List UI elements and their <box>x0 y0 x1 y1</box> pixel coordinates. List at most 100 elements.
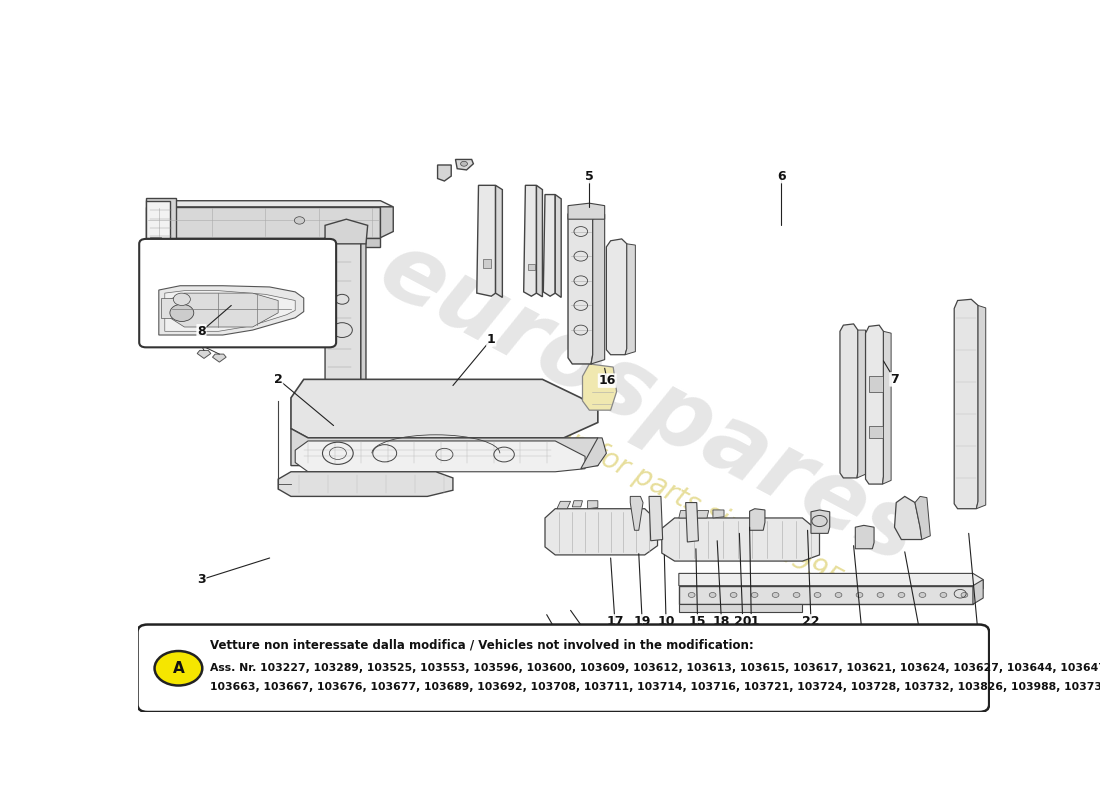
Circle shape <box>793 593 800 598</box>
Polygon shape <box>954 299 978 509</box>
Polygon shape <box>649 496 662 541</box>
Polygon shape <box>146 201 394 207</box>
Text: A: A <box>173 661 185 676</box>
Polygon shape <box>568 207 593 364</box>
FancyBboxPatch shape <box>138 625 989 712</box>
Polygon shape <box>749 509 764 530</box>
Circle shape <box>169 304 194 322</box>
Polygon shape <box>591 214 605 364</box>
Polygon shape <box>811 510 829 534</box>
Text: passion for parts since 1995: passion for parts since 1995 <box>485 386 847 595</box>
Bar <box>483 259 492 269</box>
Circle shape <box>710 593 716 598</box>
Text: 5: 5 <box>585 170 594 182</box>
Text: 17: 17 <box>606 615 624 628</box>
Polygon shape <box>165 290 295 331</box>
Polygon shape <box>556 194 561 298</box>
Polygon shape <box>290 429 598 466</box>
Polygon shape <box>866 325 883 484</box>
Polygon shape <box>587 501 598 509</box>
Polygon shape <box>696 510 708 518</box>
Polygon shape <box>583 364 617 410</box>
Polygon shape <box>713 510 724 518</box>
Polygon shape <box>857 330 866 478</box>
Polygon shape <box>537 186 542 297</box>
Polygon shape <box>625 244 636 354</box>
Circle shape <box>898 593 905 598</box>
Text: 7: 7 <box>890 373 899 386</box>
Circle shape <box>940 593 947 598</box>
Polygon shape <box>455 159 473 170</box>
FancyBboxPatch shape <box>140 239 337 347</box>
Circle shape <box>835 593 842 598</box>
Text: 21: 21 <box>551 630 569 643</box>
Text: 11: 11 <box>742 615 760 628</box>
Text: Ass. Nr. 103227, 103289, 103525, 103553, 103596, 103600, 103609, 103612, 103613,: Ass. Nr. 103227, 103289, 103525, 103553,… <box>210 662 1100 673</box>
Text: 19: 19 <box>634 615 651 628</box>
Polygon shape <box>351 238 366 407</box>
Polygon shape <box>915 496 931 539</box>
Polygon shape <box>568 203 605 219</box>
Polygon shape <box>630 496 644 530</box>
Text: 22: 22 <box>802 615 820 628</box>
Polygon shape <box>278 472 453 496</box>
Circle shape <box>961 593 968 598</box>
Polygon shape <box>326 231 361 407</box>
Polygon shape <box>290 379 598 438</box>
Polygon shape <box>162 298 185 318</box>
Polygon shape <box>381 207 394 238</box>
Polygon shape <box>326 219 367 244</box>
Circle shape <box>174 293 190 306</box>
Polygon shape <box>972 579 983 604</box>
Polygon shape <box>169 293 278 327</box>
Polygon shape <box>326 386 504 392</box>
Text: 3: 3 <box>197 573 206 586</box>
Polygon shape <box>894 496 922 539</box>
Circle shape <box>877 593 884 598</box>
Bar <box>528 263 535 270</box>
Polygon shape <box>197 350 211 358</box>
Text: 10: 10 <box>658 615 674 628</box>
Circle shape <box>689 593 695 598</box>
Text: 15: 15 <box>689 615 706 628</box>
Polygon shape <box>679 574 983 589</box>
Polygon shape <box>212 354 227 362</box>
Polygon shape <box>679 604 803 612</box>
Circle shape <box>856 593 862 598</box>
Polygon shape <box>524 186 537 296</box>
Polygon shape <box>158 286 304 335</box>
Polygon shape <box>438 165 451 181</box>
Circle shape <box>772 593 779 598</box>
Text: 13: 13 <box>456 682 474 695</box>
Polygon shape <box>856 526 875 549</box>
Text: 14: 14 <box>915 645 933 658</box>
Text: 20: 20 <box>734 615 751 628</box>
Text: 12: 12 <box>971 645 989 658</box>
Polygon shape <box>840 324 858 478</box>
Polygon shape <box>977 306 986 509</box>
Text: Vetture non interessate dalla modifica / Vehicles not involved in the modificati: Vetture non interessate dalla modifica /… <box>210 639 754 652</box>
Text: 6: 6 <box>777 170 785 182</box>
Polygon shape <box>146 198 176 247</box>
Text: 1: 1 <box>487 333 496 346</box>
Circle shape <box>918 593 926 598</box>
Text: 4: 4 <box>485 669 494 682</box>
Text: 103663, 103667, 103676, 103677, 103689, 103692, 103708, 103711, 103714, 103716, : 103663, 103667, 103676, 103677, 103689, … <box>210 682 1100 692</box>
Polygon shape <box>146 238 381 247</box>
Text: 8: 8 <box>197 325 206 338</box>
Text: 9: 9 <box>424 674 431 688</box>
Polygon shape <box>679 586 972 604</box>
Polygon shape <box>662 518 820 561</box>
Circle shape <box>295 217 305 224</box>
Text: 2: 2 <box>274 373 283 386</box>
Polygon shape <box>295 441 585 472</box>
Text: eurospares: eurospares <box>364 223 934 585</box>
Polygon shape <box>685 502 698 542</box>
Polygon shape <box>882 331 891 484</box>
Text: 16: 16 <box>598 374 616 387</box>
Bar <box>869 426 882 438</box>
Circle shape <box>154 651 202 686</box>
Polygon shape <box>543 194 556 296</box>
Bar <box>869 376 882 392</box>
Circle shape <box>730 593 737 598</box>
